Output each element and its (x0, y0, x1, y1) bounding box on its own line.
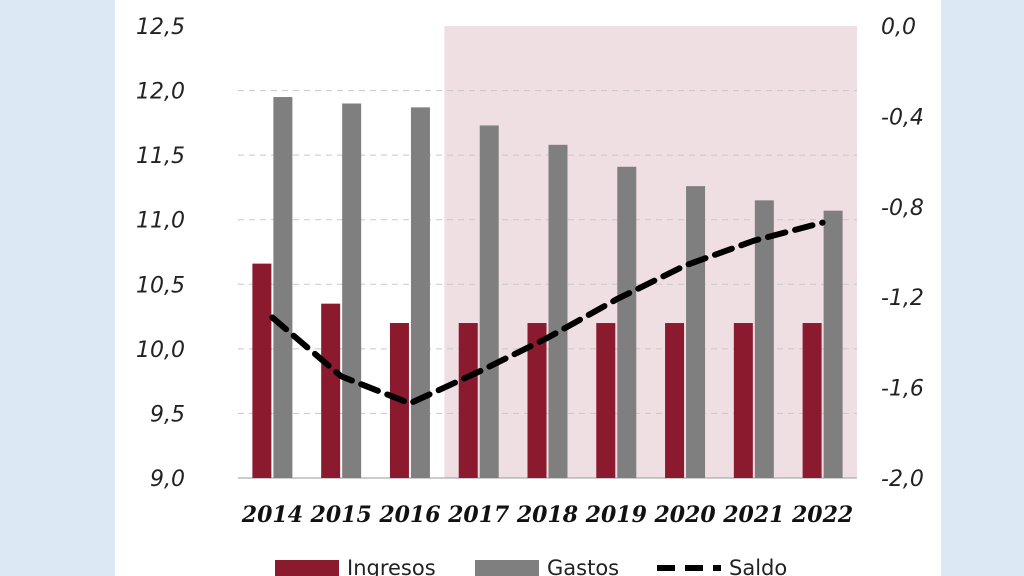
right-tick-label: 0,0 (881, 15, 916, 40)
bar-gastos-2022 (823, 210, 843, 478)
left-tick-label: 9,5 (150, 402, 185, 427)
left-tick-label: 10,5 (136, 273, 185, 298)
x-tick-label: 2017 (447, 502, 510, 528)
left-tick-label: 12,0 (136, 80, 185, 105)
bar-ingresos-2015 (321, 303, 341, 478)
chart-frame: 9,0 9,5 10,0 10,5 11,0 11,5 12,0 12,5 -2,0 -1,6 -1… (115, 0, 941, 576)
bar-gastos-2017 (479, 125, 499, 478)
bar-ingresos-2021 (733, 323, 753, 478)
x-tick-label: 2020 (653, 502, 716, 528)
bar-gastos-2016 (410, 107, 430, 479)
left-tick-label: 11,0 (136, 209, 185, 234)
line-saldo (269, 219, 826, 407)
bar-ingresos-2017 (458, 323, 478, 478)
chart-svg: 9,0 9,5 10,0 10,5 11,0 11,5 12,0 12,5 -2,0 -1,6 -1… (136, 15, 924, 576)
left-tick-label: 11,5 (136, 144, 185, 169)
projection-shade (444, 26, 857, 478)
left-tick-label: 12,5 (136, 15, 185, 40)
right-tick-label: -2,0 (881, 467, 924, 492)
legend-label-saldo: Saldo (729, 556, 787, 576)
x-tick-label: 2016 (378, 502, 440, 528)
x-tick-label: 2019 (585, 502, 647, 528)
bar-gastos-2015 (342, 103, 362, 478)
bar-ingresos-2014 (252, 263, 272, 478)
x-tick-label: 2014 (241, 502, 303, 528)
bar-gastos-2018 (548, 144, 568, 478)
legend-label-ingresos: Ingresos (347, 556, 436, 576)
bar-ingresos-2022 (802, 323, 822, 478)
bar-gastos-2020 (686, 186, 706, 478)
right-tick-label: -1,6 (881, 377, 924, 402)
x-tick-label: 2021 (722, 502, 784, 528)
bar-ingresos-2018 (527, 323, 547, 478)
right-tick-label: -1,2 (881, 286, 924, 311)
legend-swatch-gastos (475, 560, 539, 576)
legend-swatch-ingresos (275, 560, 339, 576)
x-tick-label: 2015 (310, 502, 372, 528)
bar-gastos-2019 (617, 166, 637, 478)
x-tick-label: 2022 (791, 502, 853, 528)
left-tick-label: 9,0 (150, 467, 185, 492)
legend-label-gastos: Gastos (547, 556, 619, 576)
left-tick-label: 10,0 (136, 338, 185, 363)
bar-ingresos-2019 (596, 323, 616, 478)
bar-gastos-2021 (754, 200, 774, 479)
x-tick-label: 2018 (516, 502, 578, 528)
bar-gastos-2014 (273, 97, 293, 479)
bar-ingresos-2020 (665, 323, 685, 478)
right-tick-label: -0,8 (881, 196, 924, 221)
right-tick-label: -0,4 (881, 105, 924, 130)
